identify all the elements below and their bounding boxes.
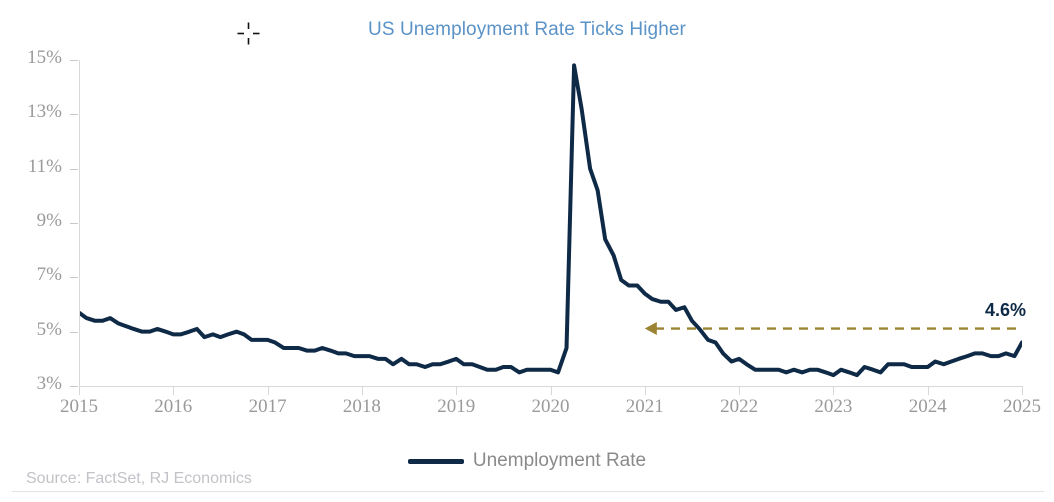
x-axis-tick <box>1022 387 1023 395</box>
x-axis-tick <box>927 387 929 395</box>
x-axis-tick-label: 2021 <box>625 396 664 417</box>
legend-item-label: Unemployment Rate <box>472 450 647 471</box>
y-axis-tick-label: 11% <box>27 155 62 177</box>
x-axis-tick <box>267 387 269 395</box>
y-axis-tick <box>70 223 78 224</box>
line-swatch-icon <box>407 458 464 464</box>
x-axis-tick-label: 2017 <box>248 396 287 417</box>
x-axis-line <box>79 386 1023 387</box>
x-axis-tick-label: 2022 <box>720 396 759 417</box>
y-axis-tick-label: 9% <box>36 210 62 231</box>
end-value-label: 4.6% <box>985 299 1027 320</box>
y-axis-line <box>79 60 80 386</box>
y-axis-tick <box>70 331 78 333</box>
x-axis-tick <box>79 387 80 395</box>
chart-canvas <box>79 60 1022 378</box>
y-axis-tick-label: 7% <box>36 264 62 286</box>
y-axis-tick <box>70 277 78 279</box>
plot-area <box>79 60 1022 386</box>
dashed-arrow-head <box>644 322 657 336</box>
y-axis-tick-label: 15% <box>27 47 62 68</box>
gridlines-layer <box>79 60 1022 333</box>
y-axis-tick <box>70 386 78 387</box>
x-axis-tick <box>173 387 175 395</box>
page-title: US Unemployment Rate Ticks Higher <box>368 19 686 40</box>
y-axis-tick-label: 3% <box>36 373 62 394</box>
crosshair-cursor-icon <box>237 22 260 45</box>
source-note: Source: FactSet, RJ Economics <box>26 470 252 487</box>
x-axis-tick-label: 2024 <box>908 396 947 417</box>
x-axis-tick <box>739 387 741 395</box>
x-axis-tick-label: 2019 <box>437 396 476 417</box>
x-axis-tick <box>550 387 552 395</box>
unemployment-rate-line <box>79 63 1022 378</box>
y-axis-tick <box>70 114 78 116</box>
x-axis-tick <box>833 387 835 395</box>
y-axis-tick-label: 13% <box>27 101 62 123</box>
footer-divider <box>12 491 1044 492</box>
y-axis-tick-label: 5% <box>36 318 62 340</box>
x-axis-tick-label: 2016 <box>154 396 193 417</box>
x-axis-tick-label: 2015 <box>60 396 98 417</box>
y-axis-tick <box>70 60 78 61</box>
legend: Unemployment Rate <box>0 450 1054 472</box>
x-axis-tick <box>644 387 646 395</box>
x-axis-tick <box>456 387 458 395</box>
annotation-arrow <box>644 322 1016 336</box>
y-axis-tick <box>70 168 78 170</box>
x-axis-tick-label: 2020 <box>531 396 570 417</box>
x-axis-tick <box>361 387 363 395</box>
x-axis-tick-label: 2023 <box>814 396 853 417</box>
x-axis-tick-label: 2018 <box>342 396 381 417</box>
x-axis-tick-label: 2025 <box>1003 396 1041 417</box>
